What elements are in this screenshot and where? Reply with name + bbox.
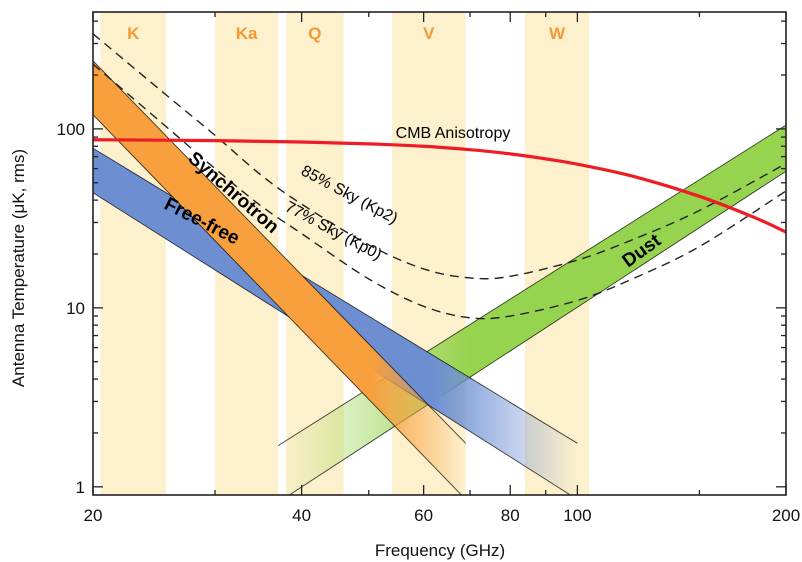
sky-curve-kp2	[93, 33, 786, 280]
sky-curves	[93, 33, 786, 320]
x-tick-label: 80	[501, 506, 520, 525]
x-tick-label: 60	[414, 506, 433, 525]
dust-lower-edge	[288, 170, 786, 495]
x-axis-title: Frequency (GHz)	[375, 541, 505, 560]
band-k-label: K	[127, 24, 140, 43]
x-tick-label: 20	[84, 506, 103, 525]
band-v-label: V	[423, 24, 435, 43]
x-tick-label: 40	[292, 506, 311, 525]
cmb-curve-group	[93, 138, 786, 234]
band-w-rect	[524, 12, 590, 495]
x-tick-label: 200	[772, 506, 800, 525]
y-axis-title: Antenna Temperature (μK, rms)	[9, 149, 28, 387]
x-tick-label: 100	[563, 506, 591, 525]
synchrotron-upper-edge	[93, 60, 467, 444]
foreground-components	[93, 60, 786, 495]
band-q-label: Q	[308, 24, 321, 43]
axis-ticks: 20 40 60 80 100 200 1 10 100	[57, 12, 800, 525]
y-tick-label: 10	[66, 299, 85, 318]
cmb-label: CMB Anisotropy	[396, 125, 511, 142]
synchrotron-band	[93, 60, 466, 495]
y-tick-label: 1	[76, 478, 85, 497]
cmb-curve	[93, 138, 786, 234]
sky-curve-kp0	[93, 63, 786, 320]
band-w-label: W	[549, 24, 566, 43]
y-tick-label: 100	[57, 120, 85, 139]
band-ka-label: Ka	[236, 24, 258, 43]
synchrotron-lower-edge	[93, 114, 463, 495]
